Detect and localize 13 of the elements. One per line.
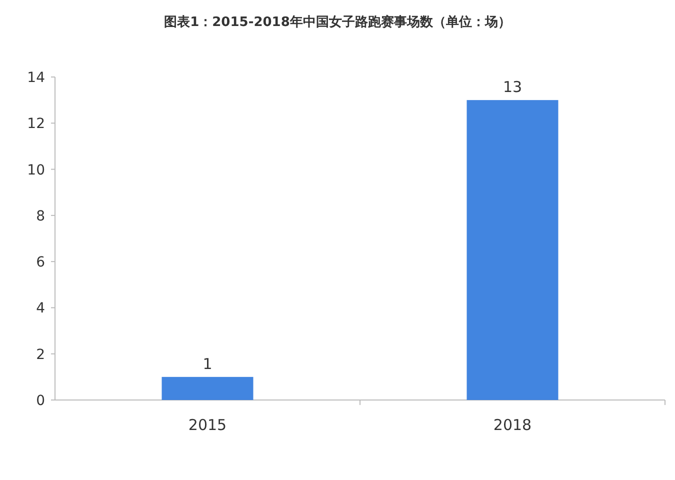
y-tick-label: 0 <box>36 393 45 409</box>
x-tick-label: 2018 <box>493 416 532 434</box>
y-tick-label: 6 <box>36 254 46 271</box>
y-tick-label: 14 <box>27 70 46 86</box>
chart-title: 图表1：2015-2018年中国女子路跑赛事场数（单位：场） <box>164 14 511 30</box>
data-label: 13 <box>502 78 522 96</box>
data-label: 1 <box>202 354 212 373</box>
x-tick-label: 2015 <box>188 416 227 434</box>
y-tick-label: 2 <box>36 346 45 363</box>
y-tick-label: 12 <box>27 116 45 132</box>
y-tick-label: 8 <box>36 208 45 224</box>
y-tick-label: 4 <box>36 300 46 317</box>
y-tick-label: 10 <box>27 162 45 178</box>
